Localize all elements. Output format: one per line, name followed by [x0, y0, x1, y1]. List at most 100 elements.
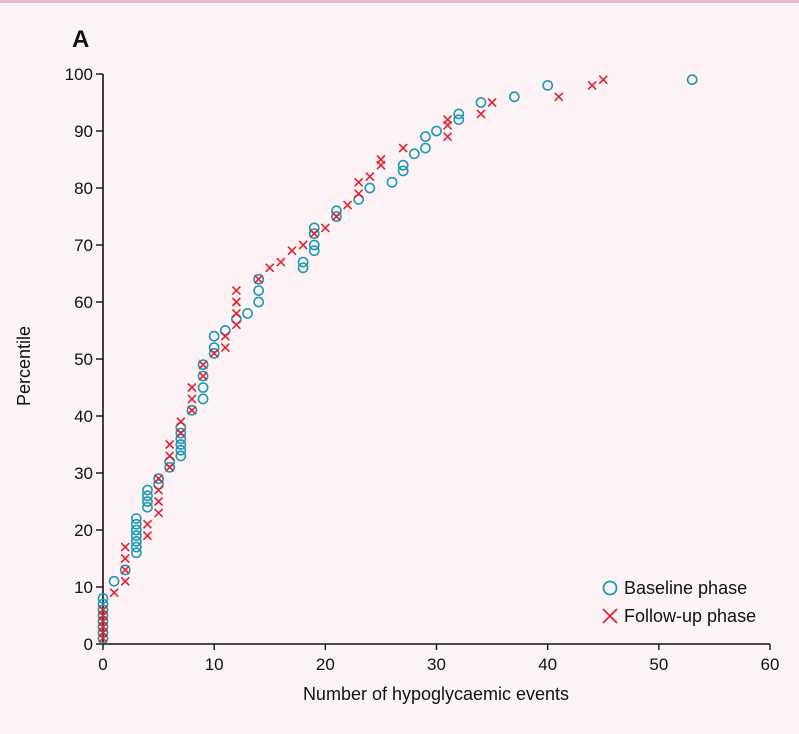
- y-tick-label: 50: [74, 350, 93, 369]
- baseline-point: [308, 228, 320, 239]
- followup-point: [187, 405, 197, 415]
- followup-point: [142, 531, 153, 541]
- panel-label: A: [72, 26, 90, 53]
- followup-point: [476, 109, 486, 119]
- followup-point: [276, 257, 286, 267]
- baseline-point: [453, 114, 465, 125]
- followup-point: [120, 565, 130, 575]
- baseline-point: [397, 165, 409, 177]
- followup-point: [354, 189, 364, 199]
- y-tick-label: 100: [65, 65, 93, 84]
- baseline-point: [130, 513, 142, 524]
- followup-point: [98, 605, 108, 615]
- followup-point: [365, 172, 375, 182]
- baseline-point: [130, 530, 142, 542]
- followup-point: [309, 229, 319, 239]
- baseline-point: [297, 262, 309, 274]
- baseline-point: [197, 382, 209, 393]
- legend-baseline-marker: [602, 580, 618, 596]
- followup-point: [231, 308, 241, 318]
- baseline-point: [142, 501, 153, 513]
- baseline-point: [175, 427, 187, 439]
- followup-point: [165, 451, 175, 461]
- baseline-point: [686, 74, 698, 86]
- baseline-point: [453, 108, 465, 120]
- x-tick-label: 50: [649, 655, 668, 674]
- x-tick-label: 60: [761, 655, 780, 674]
- legend-followup-marker: [602, 608, 618, 624]
- followup-point: [265, 263, 275, 273]
- y-tick-label: 30: [74, 464, 93, 483]
- followup-point: [176, 428, 186, 438]
- followup-point: [220, 343, 230, 353]
- baseline-point: [308, 239, 320, 251]
- baseline-point: [97, 593, 109, 604]
- followup-point: [209, 348, 219, 358]
- x-ticks: 0 10 20 30 40 50 60: [98, 644, 779, 674]
- followup-point: [198, 371, 208, 381]
- baseline-point: [153, 473, 164, 485]
- baseline-point: [197, 359, 209, 371]
- baseline-point: [542, 80, 554, 91]
- baseline-point: [397, 159, 409, 171]
- baseline-point: [175, 439, 187, 450]
- followup-point: [254, 274, 264, 284]
- baseline-point: [208, 347, 220, 359]
- baseline-point: [308, 245, 320, 257]
- followup-point: [587, 80, 597, 90]
- followup-point: [120, 553, 130, 564]
- baseline-point: [253, 273, 265, 285]
- followup-point: [398, 143, 408, 153]
- series-baseline: [97, 74, 698, 644]
- y-tick-label: 10: [74, 578, 93, 597]
- baseline-point: [253, 296, 265, 308]
- followup-point: [109, 588, 119, 598]
- y-tick-label: 0: [84, 635, 93, 654]
- legend: Baseline phase Follow-up phase: [602, 578, 756, 626]
- legend-followup-label: Follow-up phase: [624, 606, 756, 626]
- baseline-point: [408, 148, 420, 160]
- followup-point: [298, 240, 308, 250]
- y-tick-label: 60: [74, 293, 93, 312]
- y-tick-label: 90: [74, 122, 93, 141]
- followup-point: [220, 331, 230, 341]
- baseline-point: [419, 142, 431, 154]
- baseline-point: [164, 461, 176, 473]
- y-tick-label: 20: [74, 521, 93, 540]
- baseline-point: [130, 547, 142, 559]
- baseline-point: [108, 575, 120, 587]
- followup-point: [287, 246, 297, 256]
- y-ticks: 0 10 20 30 40 50 60 70 80 90 100: [65, 65, 103, 654]
- baseline-point: [175, 444, 187, 456]
- baseline-point: [186, 404, 198, 416]
- followup-point: [231, 297, 241, 307]
- followup-point: [354, 177, 364, 187]
- y-tick-label: 80: [74, 179, 93, 198]
- x-tick-label: 30: [427, 655, 446, 674]
- followup-point: [154, 508, 164, 518]
- baseline-point: [142, 490, 153, 502]
- followup-point: [120, 576, 130, 586]
- x-tick-label: 10: [205, 655, 224, 674]
- followup-point: [231, 286, 241, 296]
- baseline-point: [508, 91, 520, 103]
- x-tick-label: 40: [538, 655, 557, 674]
- followup-point: [443, 132, 453, 142]
- series-followup: [98, 75, 608, 643]
- baseline-point: [142, 484, 153, 496]
- followup-point: [187, 382, 197, 393]
- x-tick-label: 20: [316, 655, 335, 674]
- baseline-point: [208, 330, 220, 342]
- baseline-point: [175, 450, 187, 462]
- followup-point: [165, 462, 175, 472]
- baseline-point: [130, 536, 142, 547]
- baseline-point: [431, 125, 442, 137]
- baseline-point: [130, 518, 142, 530]
- x-axis-title: Number of hypoglycaemic events: [303, 684, 569, 704]
- axes: [102, 74, 770, 645]
- baseline-point: [242, 307, 253, 319]
- followup-point: [598, 75, 608, 85]
- baseline-point: [386, 176, 398, 188]
- followup-point: [320, 223, 330, 233]
